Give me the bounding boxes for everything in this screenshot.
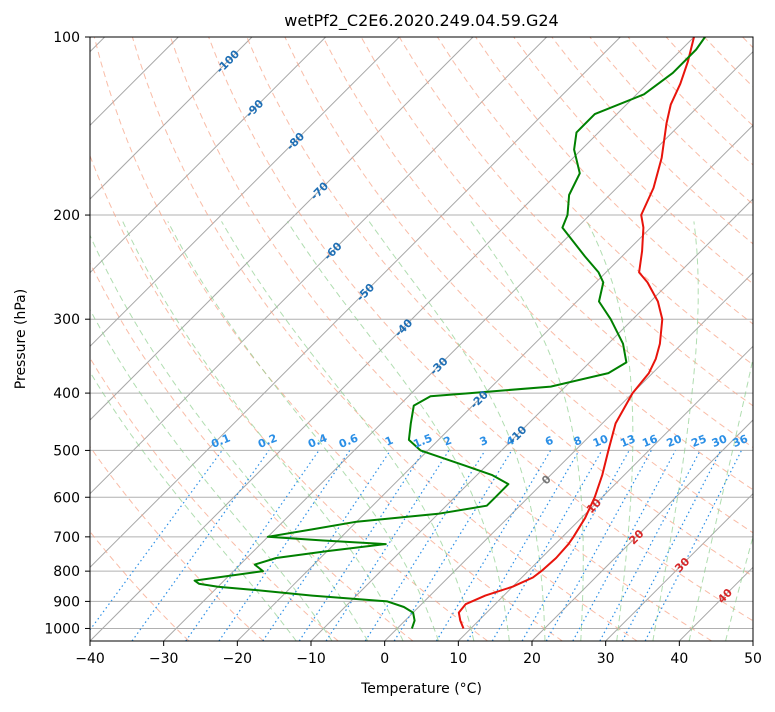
isotherm-label: -90 [243, 97, 266, 120]
dry-adiabat [514, 37, 775, 641]
mixing-ratio-line [326, 450, 449, 641]
moist-adiabat [50, 221, 332, 641]
x-tick-label: 40 [670, 651, 688, 667]
mixing-ratio-line [522, 450, 629, 641]
mixing-ratio-label: 10 [591, 432, 610, 450]
isotherm-line [458, 37, 775, 641]
dry-adiabat [666, 37, 775, 641]
dry-adiabat [171, 37, 712, 641]
dry-adiabat [743, 37, 775, 641]
isotherm-line [0, 37, 547, 641]
mixing-ratio-label: 0.4 [306, 431, 329, 450]
mixing-ratio-label: 6 [543, 434, 555, 449]
mixing-ratio-line [219, 450, 350, 641]
x-tick-label: −30 [149, 651, 179, 667]
y-tick-label: 200 [53, 208, 80, 224]
mixing-ratio-line [132, 450, 269, 641]
x-tick-label: 10 [449, 651, 467, 667]
dry-adiabat [18, 37, 413, 641]
isotherm-label: -100 [214, 47, 243, 76]
y-tick-label: 100 [53, 30, 80, 46]
x-tick-label: 20 [523, 651, 541, 667]
mixing-ratio-label: 13 [618, 432, 637, 450]
x-tick-label: 50 [744, 651, 762, 667]
moist-adiabat [222, 221, 474, 641]
isotherm-line [753, 37, 775, 641]
mixing-ratio-label: 1 [383, 434, 395, 449]
y-axis-label: Pressure (hPa) [13, 289, 29, 389]
isotherm-line [0, 37, 326, 641]
dry-adiabat [56, 37, 488, 641]
moist-adiabat [653, 221, 698, 641]
y-tick-label: 800 [53, 564, 80, 580]
mixing-ratio-label: 3 [478, 434, 490, 449]
mixing-ratio-label: 0.1 [209, 431, 232, 450]
isotherm-line [16, 37, 620, 641]
y-tick-label: 600 [53, 490, 80, 506]
y-tick-label: 900 [53, 594, 80, 610]
mixing-ratio-line [299, 450, 424, 641]
isotherm-line [532, 37, 775, 641]
mixing-ratio-label: 25 [689, 432, 708, 450]
mixing-ratio-label: 8 [572, 434, 584, 449]
mixing-ratio-label: 20 [665, 432, 684, 450]
moist-adiabat [287, 221, 509, 641]
y-tick-label: 700 [53, 530, 80, 546]
dry-adiabat [437, 37, 775, 641]
isotherm-line [0, 37, 252, 641]
isotherm-line [385, 37, 775, 641]
mixing-ratio-line [365, 450, 485, 641]
mixing-ratio-label: 2 [442, 434, 454, 449]
moist-adiabat [726, 221, 775, 641]
dry-adiabat [0, 37, 338, 641]
dry-adiabat [552, 37, 775, 641]
y-tick-label: 400 [53, 386, 80, 402]
isotherm-line [90, 37, 694, 641]
y-tick-label: 300 [53, 312, 80, 328]
x-tick-label: −20 [223, 651, 253, 667]
mixing-ratio-line [600, 450, 700, 641]
mixing-ratio-label: 36 [731, 432, 750, 450]
dry-adiabat [132, 37, 637, 641]
y-tick-label: 500 [53, 443, 80, 459]
moist-adiabat [123, 221, 403, 641]
isotherm-line [311, 37, 775, 641]
isotherm-line [679, 37, 775, 641]
dry-adiabat [704, 37, 775, 641]
mixing-ratio-label: 16 [640, 432, 659, 450]
isotherm-line [164, 37, 768, 641]
dry-adiabat [590, 37, 775, 641]
mixing-ratio-label: 30 [710, 432, 729, 450]
x-axis-label: Temperature (°C) [360, 681, 482, 697]
x-tick-label: −10 [296, 651, 326, 667]
moist-adiabat [689, 221, 775, 641]
chart-title: wetPf2_C2E6.2020.249.04.59.G24 [284, 11, 558, 31]
x-tick-label: −40 [75, 651, 105, 667]
x-tick-label: 0 [380, 651, 389, 667]
y-tick-label: 1000 [44, 621, 80, 637]
x-tick-label: 30 [597, 651, 615, 667]
